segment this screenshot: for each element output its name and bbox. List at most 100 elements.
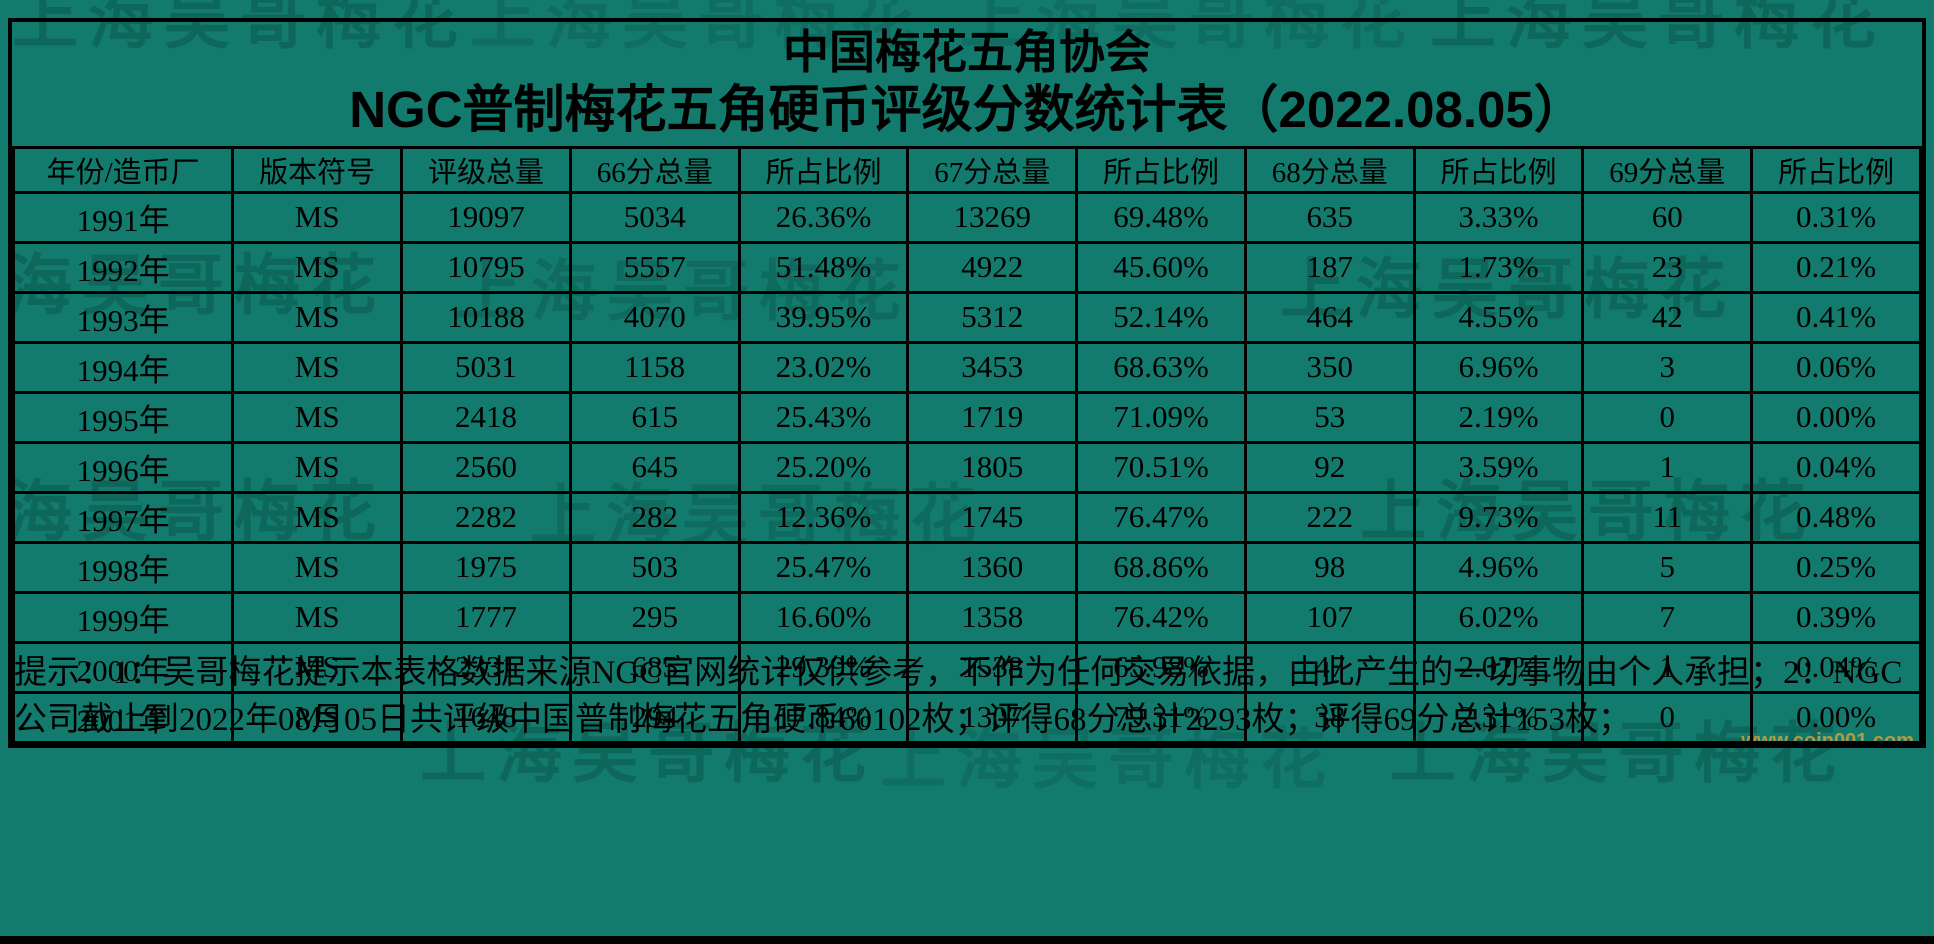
- value-cell: 45.60%: [1075, 240, 1247, 294]
- table-row: 1998年 MS 1975 503 25.47% 1360 68.86% 98 4.96% 5 0.…: [11, 540, 1922, 594]
- column-header: 所占比例: [1750, 145, 1922, 194]
- value-cell: 4070: [568, 290, 741, 344]
- table-row: 2000年 MS 2331 685 29.39% 1538 65.98% 47 2.02% 1 0.…: [11, 640, 1922, 694]
- value-cell: 1805: [906, 440, 1079, 494]
- value-cell: 38: [1243, 690, 1416, 744]
- value-cell: 1358: [906, 590, 1079, 644]
- column-header: 所占比例: [737, 145, 910, 194]
- value-cell: 6.02%: [1412, 590, 1585, 644]
- value-cell: 4922: [906, 240, 1079, 294]
- value-cell: 1: [1581, 440, 1754, 494]
- value-cell: 68.86%: [1075, 540, 1247, 594]
- value-cell: 71.09%: [1075, 390, 1247, 444]
- value-cell: 9.73%: [1412, 490, 1585, 544]
- value-cell: 222: [1243, 490, 1416, 544]
- value-cell: 10795: [400, 240, 572, 294]
- value-cell: 295: [568, 590, 741, 644]
- value-cell: 1777: [400, 590, 572, 644]
- value-cell: MS: [231, 340, 404, 394]
- table-row: 1991年 MS 19097 5034 26.36% 13269 69.48% 635 3.33…: [11, 190, 1922, 244]
- value-cell: 187: [1243, 240, 1416, 294]
- value-cell: 685: [568, 640, 741, 694]
- value-cell: 6.96%: [1412, 340, 1585, 394]
- value-cell: MS: [231, 490, 404, 544]
- year-cell: 1995年: [11, 390, 235, 444]
- value-cell: 1307: [906, 690, 1079, 744]
- table-body: 1991年 MS 19097 5034 26.36% 13269 69.48% 635 3.33…: [11, 190, 1922, 744]
- value-cell: 1158: [568, 340, 741, 394]
- value-cell: 42: [1581, 290, 1754, 344]
- value-cell: 0: [1581, 690, 1754, 744]
- value-cell: 1.73%: [1412, 240, 1585, 294]
- value-cell: 5557: [568, 240, 741, 294]
- watermark-text: 上海吴哥梅花: [960, 0, 1416, 56]
- value-cell: 5312: [906, 290, 1079, 344]
- value-cell: 25.47%: [737, 540, 910, 594]
- value-cell: MS: [231, 190, 404, 244]
- header-row: 年份/造币厂 版本符号 评级总量 66分总量 所占比例 67分总量 所占比例 68分总量 所占比…: [11, 145, 1922, 194]
- value-cell: 29.39%: [737, 640, 910, 694]
- value-cell: 68.63%: [1075, 340, 1247, 394]
- value-cell: 76.47%: [1075, 490, 1247, 544]
- value-cell: 53: [1243, 390, 1416, 444]
- column-header: 年份/造币厂: [11, 145, 235, 194]
- table-row: 1992年 MS 10795 5557 51.48% 4922 45.60% 187 1.73%…: [11, 240, 1922, 294]
- table-row: 1994年 MS 5031 1158 23.02% 3453 68.63% 350 6.96% 3…: [11, 340, 1922, 394]
- year-cell: 2001年: [11, 690, 235, 744]
- value-cell: 92: [1243, 440, 1416, 494]
- column-header: 版本符号: [231, 145, 404, 194]
- value-cell: 17.84%: [737, 690, 910, 744]
- value-cell: 0.04%: [1750, 640, 1922, 694]
- footer-note: 提示：1：吴哥梅花提示本表格数据来源NGC官网统计仅供参考，不作为任何交易依据，…: [14, 655, 1903, 738]
- value-cell: 0.41%: [1750, 290, 1922, 344]
- value-cell: 4.96%: [1412, 540, 1585, 594]
- column-header: 所占比例: [1412, 145, 1585, 194]
- value-cell: 4.55%: [1412, 290, 1585, 344]
- year-cell: 1997年: [11, 490, 235, 544]
- column-header: 67分总量: [906, 145, 1079, 194]
- year-cell: 1992年: [11, 240, 235, 294]
- year-cell: 1999年: [11, 590, 235, 644]
- value-cell: 3: [1581, 340, 1754, 394]
- value-cell: MS: [231, 290, 404, 344]
- value-cell: 635: [1243, 190, 1416, 244]
- value-cell: 23: [1581, 240, 1754, 294]
- value-cell: 10188: [400, 290, 572, 344]
- value-cell: 7: [1581, 590, 1754, 644]
- value-cell: 282: [568, 490, 741, 544]
- title-block: 中国梅花五角协会 NGC普制梅花五角硬币评级分数统计表（2022.08.05）: [12, 22, 1922, 146]
- value-cell: 26.36%: [737, 190, 910, 244]
- value-cell: MS: [231, 240, 404, 294]
- value-cell: 0: [1581, 390, 1754, 444]
- value-cell: 2282: [400, 490, 572, 544]
- bottom-border-bar: [0, 936, 1934, 944]
- value-cell: 70.51%: [1075, 440, 1247, 494]
- table-row: 1993年 MS 10188 4070 39.95% 5312 52.14% 464 4.55%…: [11, 290, 1922, 344]
- column-header: 69分总量: [1581, 145, 1754, 194]
- stats-table: 年份/造币厂 版本符号 评级总量 66分总量 所占比例 67分总量 所占比例 68分总量 所占比…: [11, 145, 1922, 744]
- value-cell: MS: [231, 440, 404, 494]
- org-title: 中国梅花五角协会: [783, 26, 1151, 78]
- value-cell: 350: [1243, 340, 1416, 394]
- value-cell: 5031: [400, 340, 572, 394]
- value-cell: MS: [231, 540, 404, 594]
- table-row: 1997年 MS 2282 282 12.36% 1745 76.47% 222 9.73% 11…: [11, 490, 1922, 544]
- value-cell: 0.04%: [1750, 440, 1922, 494]
- value-cell: 60: [1581, 190, 1754, 244]
- value-cell: 47: [1243, 640, 1416, 694]
- column-header: 所占比例: [1075, 145, 1247, 194]
- value-cell: 2560: [400, 440, 572, 494]
- value-cell: 615: [568, 390, 741, 444]
- table-row: 1999年 MS 1777 295 16.60% 1358 76.42% 107 6.02% 7 0…: [11, 590, 1922, 644]
- watermark-text: 上海吴哥梅花: [470, 0, 926, 56]
- value-cell: 25.43%: [737, 390, 910, 444]
- value-cell: 13269: [906, 190, 1079, 244]
- value-cell: 3453: [906, 340, 1079, 394]
- value-cell: 1719: [906, 390, 1079, 444]
- value-cell: 76.42%: [1075, 590, 1247, 644]
- year-cell: 1998年: [11, 540, 235, 594]
- value-cell: 2.19%: [1412, 390, 1585, 444]
- table-row: 2001年 MS 1648 294 17.84% 1307 79.31% 38 2.31% 0 0.…: [11, 690, 1922, 744]
- watermark-text: 上海吴哥梅花: [1430, 0, 1886, 56]
